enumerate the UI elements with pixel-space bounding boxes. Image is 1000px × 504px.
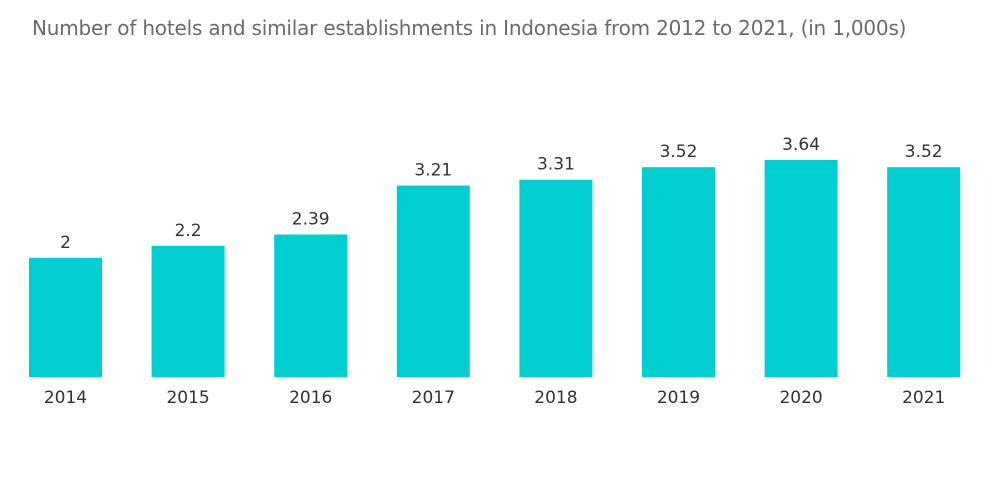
bar-value-label-2018: 3.31 — [537, 155, 575, 175]
value-labels-layer: 2 2.2 2.39 3.21 3.31 3.52 3.64 3.52 — [60, 135, 943, 253]
bar-value-label-2019: 3.52 — [660, 142, 698, 162]
x-tick-label-2015: 2015 — [166, 388, 209, 408]
x-tick-label-2016: 2016 — [289, 388, 332, 408]
x-tick-label-2020: 2020 — [779, 388, 822, 408]
bar-value-label-2020: 3.64 — [782, 135, 820, 155]
x-tick-label-2019: 2019 — [657, 388, 700, 408]
bar-2014 — [29, 257, 102, 377]
bar-2020 — [764, 160, 838, 377]
bar-2018 — [519, 179, 593, 377]
bar-value-label-2015: 2.2 — [175, 221, 202, 241]
bar-value-label-2017: 3.21 — [414, 161, 452, 181]
bar-2015 — [151, 245, 225, 377]
bar-2016 — [274, 234, 348, 377]
x-tick-label-2021: 2021 — [902, 388, 945, 408]
x-tick-label-2014: 2014 — [44, 388, 87, 408]
bar-value-label-2014: 2 — [60, 233, 71, 253]
bar-2019 — [642, 167, 715, 377]
x-tick-label-2017: 2017 — [412, 388, 455, 408]
bar-2017 — [396, 185, 470, 377]
bar-value-label-2021: 3.52 — [905, 142, 943, 162]
chart-title: Number of hotels and similar establishme… — [32, 16, 907, 40]
bars-layer — [29, 160, 961, 377]
bar-value-label-2016: 2.39 — [292, 210, 330, 230]
bar-2021 — [887, 167, 961, 377]
tick-labels-layer: 2014 2015 2016 2017 2018 2019 2020 2021 — [44, 388, 945, 408]
x-tick-label-2018: 2018 — [534, 388, 577, 408]
